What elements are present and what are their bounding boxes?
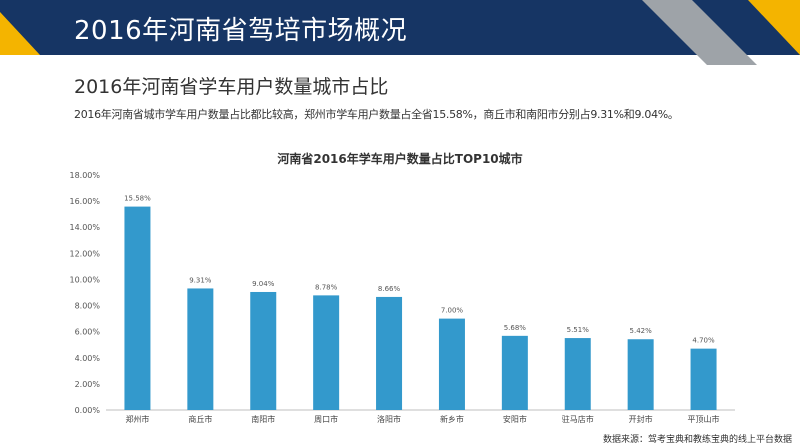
x-tick-label: 新乡市	[440, 414, 464, 424]
data-source: 数据来源：驾考宝典和教练宝典的线上平台数据	[602, 435, 792, 445]
x-tick-label: 郑州市	[125, 414, 149, 424]
y-tick-label: 16.00%	[69, 197, 100, 206]
x-tick-label: 洛阳市	[377, 414, 401, 424]
x-tick-label: 周口市	[314, 414, 338, 424]
chart-title: 河南省2016年学车用户数量占比TOP10城市	[277, 152, 523, 166]
bar	[124, 206, 151, 410]
bar-value-label: 9.04%	[252, 280, 275, 288]
bar	[627, 339, 654, 410]
y-tick-label: 18.00%	[69, 171, 100, 180]
y-tick-label: 2.00%	[75, 380, 101, 389]
bar	[313, 295, 340, 410]
bar-value-label: 4.70%	[692, 337, 715, 345]
section-title: 2016年河南省学车用户数量城市占比	[74, 76, 389, 98]
bar-value-label: 8.78%	[315, 283, 338, 291]
bar-value-label: 7.00%	[441, 307, 464, 315]
x-tick-label: 南阳市	[251, 414, 275, 424]
bar-value-label: 8.66%	[378, 285, 401, 293]
y-tick-label: 8.00%	[75, 302, 101, 311]
x-tick-label: 驻马店市	[562, 414, 594, 424]
y-tick-label: 0.00%	[75, 406, 101, 415]
page-title: 2016年河南省驾培市场概况	[74, 16, 408, 46]
yellow-corner-right	[748, 0, 800, 55]
bar	[250, 291, 277, 410]
bar	[376, 296, 403, 410]
bar-value-label: 5.51%	[567, 326, 590, 334]
y-tick-label: 4.00%	[75, 354, 101, 363]
y-tick-label: 6.00%	[75, 328, 101, 337]
x-tick-label: 安阳市	[503, 414, 527, 424]
bar-value-label: 15.58%	[124, 195, 151, 203]
summary-text: 2016年河南省城市学车用户数量占比都比较高，郑州市学车用户数量占全省15.58…	[74, 108, 679, 121]
bar	[564, 338, 591, 410]
yellow-corner-left	[0, 12, 40, 55]
y-tick-label: 12.00%	[69, 249, 100, 258]
x-tick-label: 商丘市	[188, 414, 212, 424]
bar	[501, 335, 528, 410]
bar	[438, 318, 465, 410]
x-tick-label: 开封市	[629, 414, 653, 424]
x-tick-label: 平顶山市	[688, 414, 720, 424]
bar	[690, 348, 717, 410]
bar-value-label: 5.68%	[504, 324, 527, 332]
bar-value-label: 5.42%	[630, 327, 653, 335]
y-tick-label: 10.00%	[69, 275, 100, 284]
bar-value-label: 9.31%	[189, 276, 212, 284]
y-tick-label: 14.00%	[69, 223, 100, 232]
gray-stripe-right	[642, 0, 757, 65]
header-decoration	[0, 0, 800, 65]
bar	[187, 288, 214, 410]
